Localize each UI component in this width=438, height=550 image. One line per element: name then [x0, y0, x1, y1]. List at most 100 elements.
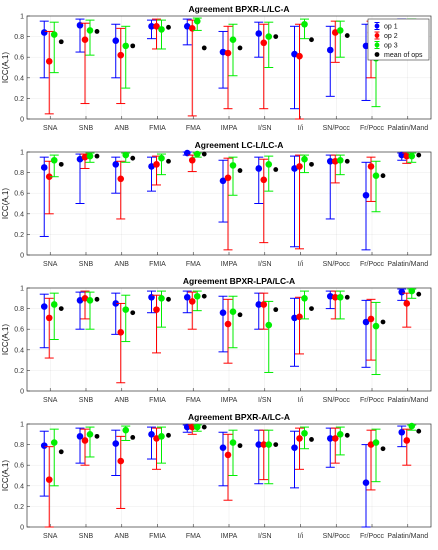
data-point [86, 431, 94, 438]
x-tick-label: I/SN [258, 533, 272, 540]
x-tick-label: I/i [298, 397, 304, 404]
data-point [58, 161, 64, 167]
data-point [86, 152, 94, 160]
data-point [45, 314, 53, 322]
data-point [416, 152, 422, 158]
legend-entry: op 2 [384, 33, 398, 40]
data-point [112, 161, 120, 168]
chart-title: Agreement LC-L/LC-A [195, 140, 284, 150]
data-point [237, 443, 243, 449]
x-tick-label: SN/Pocc [323, 261, 351, 268]
data-point [81, 36, 89, 43]
data-point [94, 153, 100, 159]
data-point [130, 434, 136, 440]
y-tick-label: 0.6 [14, 327, 24, 334]
x-tick-label: IMPA [221, 125, 238, 132]
x-tick-label: ANB [115, 397, 130, 404]
data-point [408, 287, 416, 295]
y-tick-label: 0.2 [14, 232, 24, 239]
y-tick-label: 0.4 [14, 347, 24, 354]
data-point [148, 431, 155, 438]
legend-swatch-marker [374, 33, 380, 38]
x-tick-label: Fr/Pocc [360, 125, 385, 132]
data-point [265, 441, 273, 448]
data-point [301, 429, 308, 437]
data-point [344, 158, 350, 164]
data-point [326, 157, 334, 165]
legend-entry: op 3 [384, 43, 398, 50]
x-tick-label: IMPA [221, 397, 238, 404]
y-axis-label: ICC(A,1) [1, 460, 10, 491]
x-tick-label: ANB [115, 261, 130, 268]
data-point [122, 306, 130, 313]
data-point [403, 437, 411, 444]
data-point [309, 306, 314, 311]
x-tick-label: Fr/Pocc [360, 397, 385, 404]
data-point [94, 296, 100, 302]
x-tick-label: Fr/Pocc [360, 261, 385, 268]
data-point [255, 301, 263, 308]
x-tick-label: I/SN [258, 125, 272, 132]
data-point [112, 440, 120, 447]
x-tick-label: SNA [43, 125, 58, 132]
data-point [153, 306, 160, 313]
x-tick-label: SN/Pocc [323, 533, 351, 540]
data-point [380, 319, 386, 325]
data-point [260, 441, 268, 448]
data-point [153, 435, 160, 442]
x-tick-label: SNB [79, 261, 94, 268]
y-tick-label: 0 [20, 253, 24, 260]
x-tick-label: FMA [186, 125, 201, 132]
y-tick-label: 0.6 [14, 463, 24, 470]
series-op-2 [44, 152, 412, 251]
data-point [50, 439, 58, 446]
data-point [403, 152, 411, 160]
data-point [112, 300, 120, 307]
y-tick-label: 0.8 [14, 34, 24, 41]
data-point [201, 151, 207, 157]
x-tick-label: SNB [79, 397, 94, 404]
data-point [148, 163, 155, 170]
data-point [301, 155, 308, 163]
data-point [229, 36, 237, 43]
data-point [260, 39, 268, 47]
data-point [255, 441, 263, 448]
data-point [219, 444, 227, 451]
x-tick-label: SN/Pocc [323, 397, 351, 404]
data-point [273, 442, 279, 447]
x-tick-label: Palatin/Mand [387, 397, 428, 404]
chart-title: Agreement BPXR-LPA/LC-A [183, 276, 295, 286]
series-op-3 [49, 422, 417, 487]
data-point [193, 292, 201, 300]
data-point [260, 176, 268, 184]
data-point [219, 309, 227, 317]
data-point [153, 23, 160, 30]
x-tick-label: SN/Pocc [323, 125, 351, 132]
y-tick-label: 0.6 [14, 55, 24, 62]
x-tick-label: I/SN [258, 261, 272, 268]
x-tick-label: I/i [298, 533, 304, 540]
data-point [336, 431, 344, 438]
legend-swatch-marker [374, 52, 380, 57]
x-tick-label: Fr/Pocc [360, 533, 385, 540]
legend-swatch-marker [374, 23, 380, 29]
data-point [40, 303, 48, 310]
data-point [45, 476, 53, 483]
x-tick-label: ANB [115, 125, 130, 132]
data-point [331, 293, 339, 301]
x-tick-label: FMIA [149, 125, 166, 132]
data-point [193, 150, 201, 158]
data-point [76, 433, 84, 440]
data-point [296, 52, 303, 60]
x-tick-label: FMIA [149, 397, 166, 404]
y-tick-label: 0 [20, 389, 24, 396]
y-tick-label: 0.2 [14, 368, 24, 375]
data-point [398, 428, 406, 436]
data-point [291, 444, 298, 451]
legend-entry: op 1 [384, 24, 398, 31]
data-point [40, 164, 48, 171]
data-point [183, 293, 191, 301]
data-point [416, 428, 422, 434]
y-tick-label: 0.8 [14, 442, 24, 449]
